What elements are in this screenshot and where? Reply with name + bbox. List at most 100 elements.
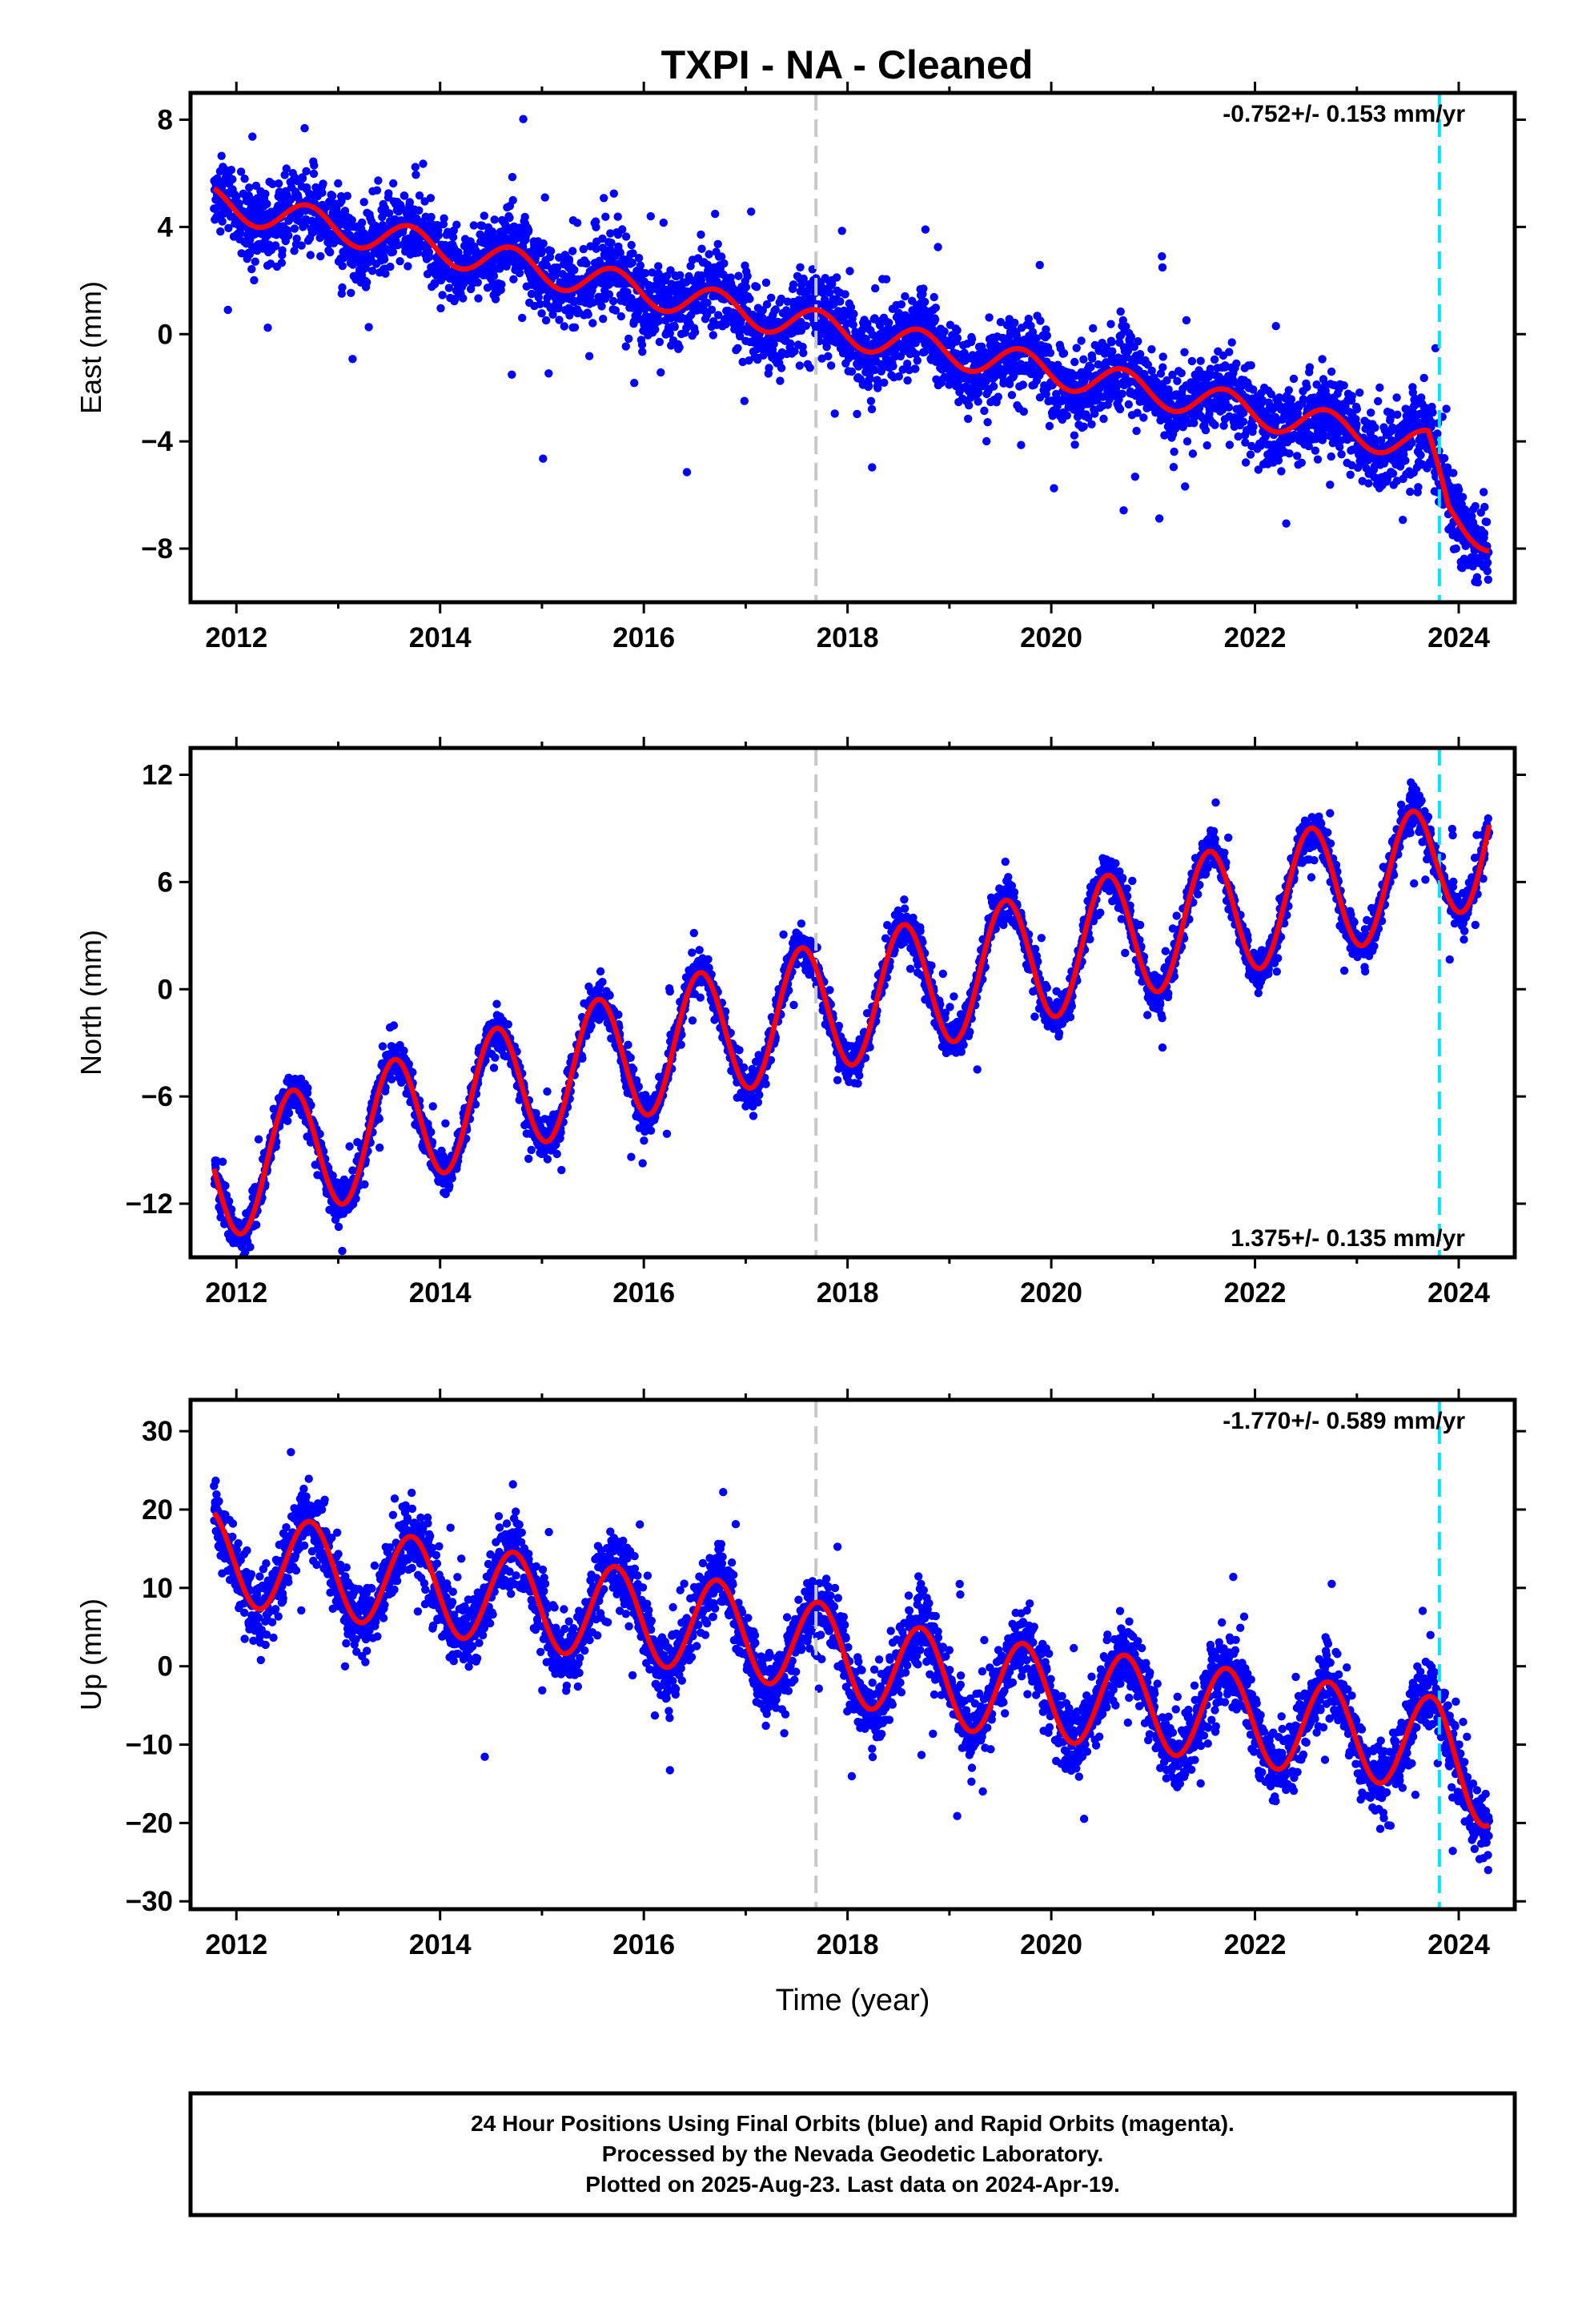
data-point: [412, 171, 420, 179]
data-point: [842, 320, 851, 328]
data-point: [1247, 361, 1255, 370]
data-point: [263, 324, 272, 332]
data-point: [282, 164, 291, 173]
data-point: [1024, 314, 1034, 324]
data-point: [1239, 417, 1248, 426]
data-point: [601, 212, 610, 221]
data-point: [1285, 449, 1294, 458]
data-point: [1287, 395, 1296, 404]
data-point: [1119, 506, 1128, 515]
data-point: [849, 309, 858, 319]
data-point: [1126, 332, 1136, 341]
data-point: [570, 265, 579, 275]
x-tick-label: 2018: [817, 622, 879, 653]
data-point: [1442, 404, 1451, 413]
data-point: [889, 362, 897, 371]
data-point: [384, 209, 394, 218]
data-point: [1154, 514, 1164, 523]
data-point: [250, 275, 259, 285]
plot-content-east: [210, 93, 1493, 602]
data-point: [427, 212, 436, 222]
data-point: [1062, 411, 1072, 420]
data-point: [830, 409, 839, 418]
data-point: [400, 191, 409, 200]
data-point: [796, 263, 805, 271]
data-point: [911, 364, 920, 373]
data-point: [1401, 456, 1410, 465]
data-point: [1156, 369, 1166, 378]
data-point: [1480, 488, 1488, 497]
data-point: [777, 364, 786, 372]
data-point: [537, 309, 546, 318]
data-point: [901, 292, 909, 301]
data-point: [789, 280, 798, 289]
data-point: [665, 329, 674, 338]
data-point: [546, 247, 556, 255]
data-point: [903, 360, 912, 368]
data-point: [898, 365, 907, 374]
data-point: [1419, 373, 1428, 383]
data-point: [508, 172, 517, 182]
y-tick-label: 0: [158, 319, 173, 350]
data-point: [825, 288, 834, 297]
data-point: [982, 436, 991, 446]
data-point: [1439, 454, 1449, 463]
data-point: [489, 271, 499, 280]
data-point: [1050, 484, 1058, 493]
data-point: [849, 320, 857, 329]
data-point: [261, 189, 270, 199]
data-point: [584, 310, 592, 319]
data-point: [1371, 423, 1379, 432]
data-point: [613, 212, 622, 221]
data-point: [1414, 483, 1423, 492]
data-point: [584, 352, 594, 360]
data-point: [921, 225, 930, 234]
data-point: [428, 1102, 437, 1111]
data-point: [845, 267, 854, 275]
data-point: [592, 244, 600, 253]
data-point: [338, 261, 347, 271]
data-point: [638, 348, 647, 356]
data-point: [618, 225, 627, 234]
data-point: [1084, 413, 1093, 422]
data-point: [600, 194, 608, 203]
data-point: [982, 373, 991, 383]
data-point: [338, 283, 347, 292]
data-point: [646, 211, 655, 221]
data-point: [441, 1119, 450, 1128]
data-point: [1026, 321, 1035, 331]
data-point: [837, 227, 846, 235]
data-point: [1143, 360, 1153, 369]
data-point: [247, 264, 256, 274]
data-point: [1313, 455, 1323, 464]
data-point: [707, 305, 717, 314]
data-point: [1225, 440, 1235, 449]
data-point: [389, 179, 398, 188]
data-point: [218, 217, 227, 226]
data-point: [271, 241, 280, 250]
data-point: [338, 1246, 347, 1256]
rate-annotation-east: -0.752+/- 0.153 mm/yr: [1223, 101, 1465, 127]
x-tick-label: 2020: [1020, 622, 1082, 653]
data-point: [1406, 487, 1415, 497]
data-point: [277, 259, 287, 267]
data-point: [675, 343, 684, 352]
data-point: [1135, 350, 1145, 359]
data-point: [656, 368, 665, 377]
data-point: [853, 409, 861, 419]
data-point: [771, 305, 780, 314]
data-point: [334, 179, 343, 188]
data-point: [240, 175, 249, 183]
x-tick-label: 2022: [1224, 622, 1287, 653]
data-point: [1070, 440, 1079, 449]
data-point: [767, 293, 776, 302]
data-point: [743, 271, 752, 280]
data-point: [1028, 328, 1038, 336]
data-point: [1168, 370, 1177, 380]
data-point: [980, 406, 989, 416]
data-point: [491, 295, 500, 304]
data-point: [1070, 357, 1079, 367]
data-point: [1299, 395, 1308, 404]
data-point: [1305, 363, 1315, 372]
data-point: [543, 293, 552, 303]
